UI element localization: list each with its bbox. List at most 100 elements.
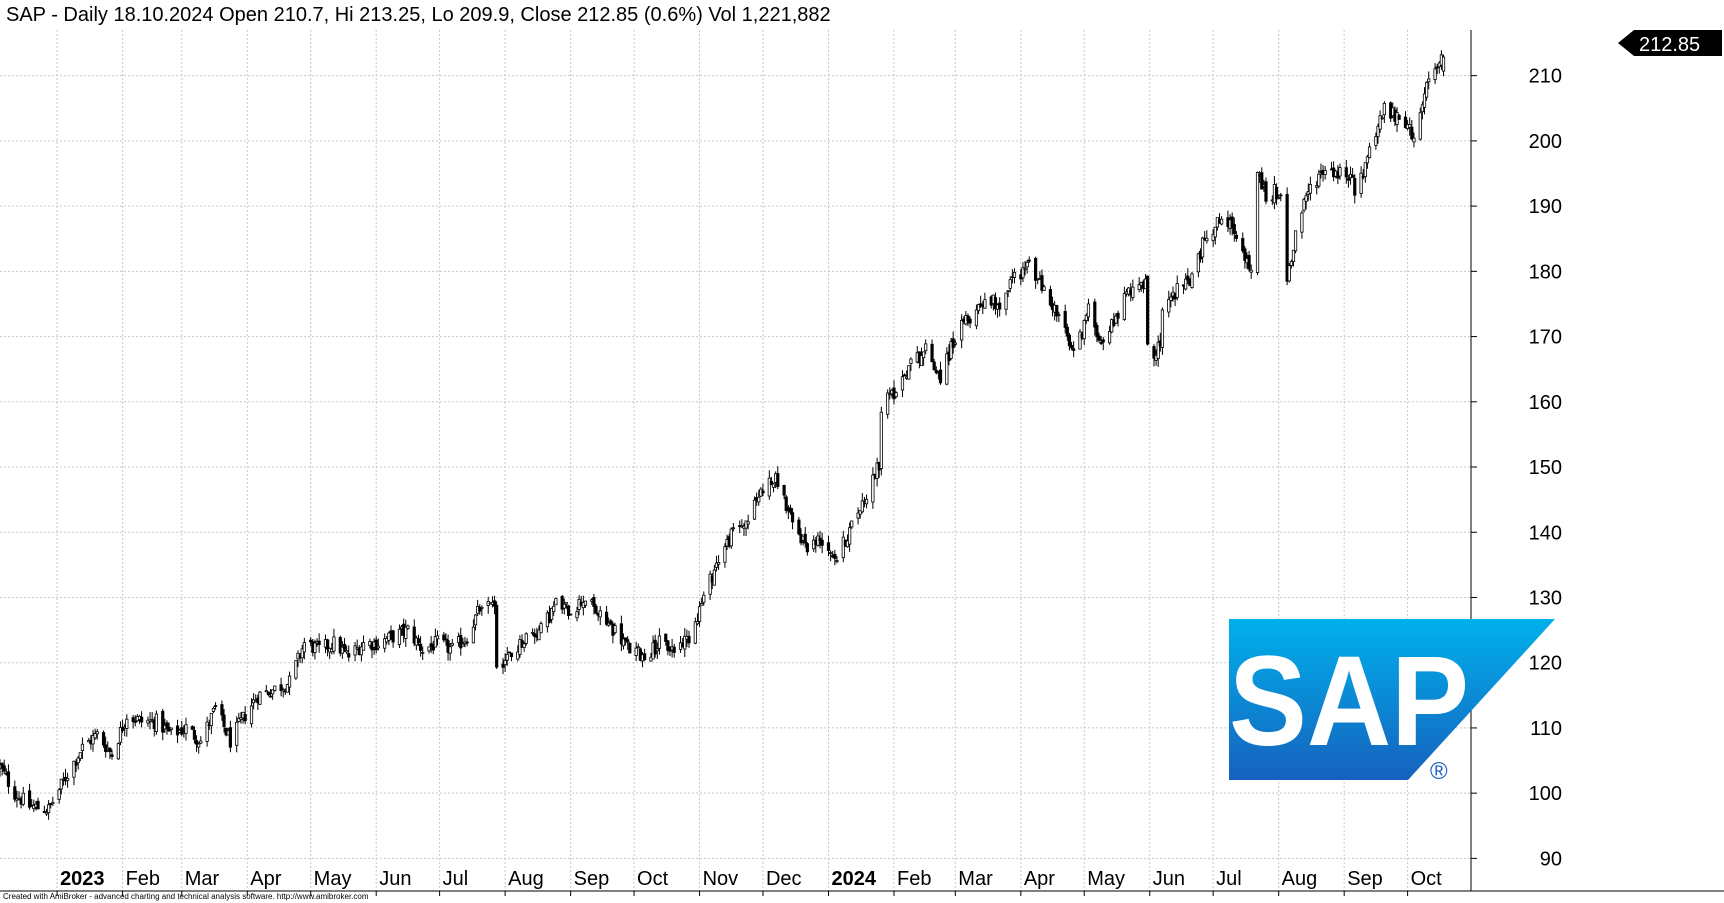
candle-body <box>1403 116 1408 128</box>
candle <box>924 339 928 355</box>
candle <box>1065 323 1069 341</box>
candle-body <box>1427 78 1431 83</box>
candle <box>27 783 32 810</box>
candle <box>264 685 268 693</box>
y-tick-label: 170 <box>1529 327 1562 349</box>
candle-body <box>1302 198 1306 211</box>
candle-body <box>788 507 793 513</box>
candle-body <box>271 689 275 695</box>
candle <box>907 365 911 380</box>
candle <box>1403 111 1408 129</box>
candle-body <box>1247 255 1251 270</box>
candle-body <box>345 650 349 653</box>
candle-body <box>983 299 987 309</box>
candle-body <box>406 625 410 629</box>
candle <box>960 314 964 349</box>
candle-body <box>59 778 63 790</box>
candle-body <box>294 660 298 679</box>
candle <box>1086 298 1091 322</box>
candle-body <box>960 320 964 341</box>
candle <box>1274 183 1279 205</box>
candle-body <box>21 792 25 805</box>
candle <box>835 556 839 564</box>
candle-body <box>383 638 387 649</box>
candle-body <box>1034 257 1038 281</box>
candle <box>1213 226 1217 245</box>
candle <box>575 606 579 622</box>
candle-body <box>636 646 640 649</box>
candle-body <box>220 704 224 716</box>
candle <box>1353 174 1357 204</box>
candle-body <box>1146 275 1150 345</box>
candle <box>101 730 106 748</box>
candle <box>435 630 440 646</box>
candle <box>1097 332 1101 343</box>
candle-body <box>1220 218 1224 225</box>
candle <box>1101 336 1105 351</box>
candle <box>1146 275 1150 346</box>
candle <box>461 637 465 647</box>
candle-body <box>875 462 879 479</box>
y-tick-label: 190 <box>1529 196 1562 218</box>
candle <box>829 550 833 562</box>
candle <box>850 520 854 529</box>
candle <box>697 600 702 627</box>
candle-body <box>818 537 822 542</box>
candle-body <box>924 343 928 352</box>
candle-body <box>1353 177 1357 196</box>
candle-body <box>746 521 750 525</box>
candle-body <box>44 812 49 815</box>
candle-body <box>492 600 497 607</box>
candle-body <box>80 743 85 751</box>
candle-body <box>1008 279 1012 289</box>
candle-body <box>702 594 706 603</box>
axes <box>0 30 1724 892</box>
candle-body <box>886 392 890 415</box>
candle <box>1397 113 1401 120</box>
candle <box>387 631 391 646</box>
candle-body <box>1167 298 1171 313</box>
candle <box>450 639 454 647</box>
candle-body <box>909 358 913 364</box>
candle <box>805 542 809 556</box>
candle <box>604 605 609 627</box>
candle <box>598 606 602 626</box>
candle <box>909 357 913 372</box>
candle <box>345 645 349 655</box>
candle-body <box>266 691 271 696</box>
candle-body <box>1084 314 1088 322</box>
candle-body <box>133 720 137 723</box>
candle-body <box>480 606 484 609</box>
candle-body <box>287 675 292 688</box>
candle <box>974 304 979 330</box>
candle-body <box>118 727 123 743</box>
candle-body <box>1122 293 1126 320</box>
x-tick-label: Apr <box>250 868 281 890</box>
candle <box>433 628 437 648</box>
candle-body <box>95 731 99 735</box>
candle-body <box>169 727 173 730</box>
candle-body <box>516 651 520 660</box>
candle <box>744 520 748 536</box>
candle <box>505 646 509 666</box>
candle <box>1277 194 1281 200</box>
candle-body <box>1397 115 1401 120</box>
candle <box>1293 230 1298 254</box>
candle-body <box>190 726 194 730</box>
candle-body <box>1099 342 1103 344</box>
footer-credit: Created with AmiBroker - advanced charti… <box>3 892 369 901</box>
candle <box>613 622 617 635</box>
candle <box>509 652 514 662</box>
candle <box>1374 132 1378 150</box>
candle <box>771 482 776 493</box>
candle <box>44 808 49 816</box>
candle <box>729 527 733 550</box>
candle <box>1169 293 1173 308</box>
candle-body <box>72 760 76 778</box>
candle <box>1021 262 1025 283</box>
candle <box>383 633 387 653</box>
candle-body <box>953 342 957 345</box>
candle-body <box>1422 93 1427 108</box>
candle-body <box>1156 341 1160 359</box>
candle <box>281 687 285 698</box>
